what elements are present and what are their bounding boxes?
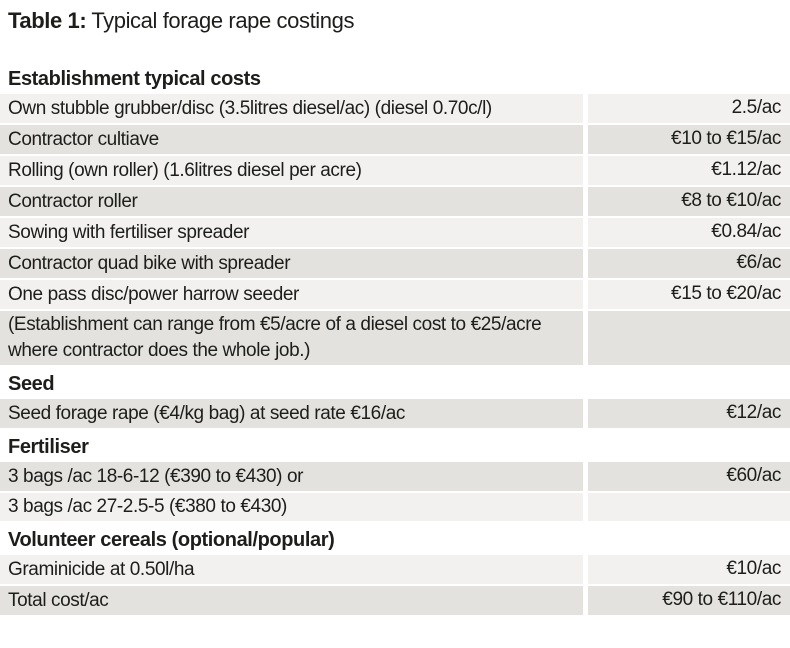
table-row: Total cost/ac €90 to €110/ac <box>0 586 790 615</box>
table-row: Contractor quad bike with spreader €6/ac <box>0 249 790 278</box>
section-header: Establishment typical costs <box>0 62 790 94</box>
item-cell: 3 bags /ac 18-6-12 (€390 to €430) or <box>0 462 583 491</box>
item-cell: Graminicide at 0.50l/ha <box>0 555 583 584</box>
item-cell: Contractor quad bike with spreader <box>0 249 583 278</box>
table-row: Seed forage rape (€4/kg bag) at seed rat… <box>0 399 790 428</box>
table-row: Graminicide at 0.50l/ha €10/ac <box>0 555 790 584</box>
item-cell: 3 bags /ac 27-2.5-5 (€380 to €430) <box>0 493 583 521</box>
cost-cell: €60/ac <box>588 462 790 491</box>
item-cell: Rolling (own roller) (1.6litres diesel p… <box>0 156 583 185</box>
table-title: Table 1: Typical forage rape costings <box>0 8 790 34</box>
item-cell: Seed forage rape (€4/kg bag) at seed rat… <box>0 399 583 428</box>
table-row: Contractor cultiave €10 to €15/ac <box>0 125 790 154</box>
item-cell: (Establishment can range from €5/acre of… <box>0 311 583 365</box>
item-cell: One pass disc/power harrow seeder <box>0 280 583 309</box>
table-title-label: Table 1: <box>8 8 87 33</box>
table-row: One pass disc/power harrow seeder €15 to … <box>0 280 790 309</box>
cost-cell: €15 to €20/ac <box>588 280 790 309</box>
cost-cell: €6/ac <box>588 249 790 278</box>
item-cell: Total cost/ac <box>0 586 583 615</box>
section-header: Volunteer cereals (optional/popular) <box>0 523 790 555</box>
cost-cell: €1.12/ac <box>588 156 790 185</box>
table-row: Rolling (own roller) (1.6litres diesel p… <box>0 156 790 185</box>
costings-table: Establishment typical costs Own stubble g… <box>0 62 790 615</box>
table-row: Own stubble grubber/disc (3.5litres dies… <box>0 94 790 123</box>
cost-cell <box>588 493 790 521</box>
cost-cell <box>588 311 790 365</box>
item-cell: Own stubble grubber/disc (3.5litres dies… <box>0 94 583 123</box>
cost-cell: €10/ac <box>588 555 790 584</box>
table-row: 3 bags /ac 27-2.5-5 (€380 to €430) <box>0 493 790 521</box>
table-row: Sowing with fertiliser spreader €0.84/ac <box>0 218 790 247</box>
cost-cell: €8 to €10/ac <box>588 187 790 216</box>
cost-cell: 2.5/ac <box>588 94 790 123</box>
section-header: Fertiliser <box>0 430 790 462</box>
table-row: Contractor roller €8 to €10/ac <box>0 187 790 216</box>
cost-cell: €0.84/ac <box>588 218 790 247</box>
cost-cell: €90 to €110/ac <box>588 586 790 615</box>
cost-cell: €12/ac <box>588 399 790 428</box>
cost-cell: €10 to €15/ac <box>588 125 790 154</box>
section-header: Seed <box>0 367 790 399</box>
table-row: (Establishment can range from €5/acre of… <box>0 311 790 365</box>
table-title-text: Typical forage rape costings <box>91 8 355 33</box>
table-row: 3 bags /ac 18-6-12 (€390 to €430) or €60/… <box>0 462 790 491</box>
item-cell: Contractor cultiave <box>0 125 583 154</box>
item-cell: Sowing with fertiliser spreader <box>0 218 583 247</box>
item-cell: Contractor roller <box>0 187 583 216</box>
